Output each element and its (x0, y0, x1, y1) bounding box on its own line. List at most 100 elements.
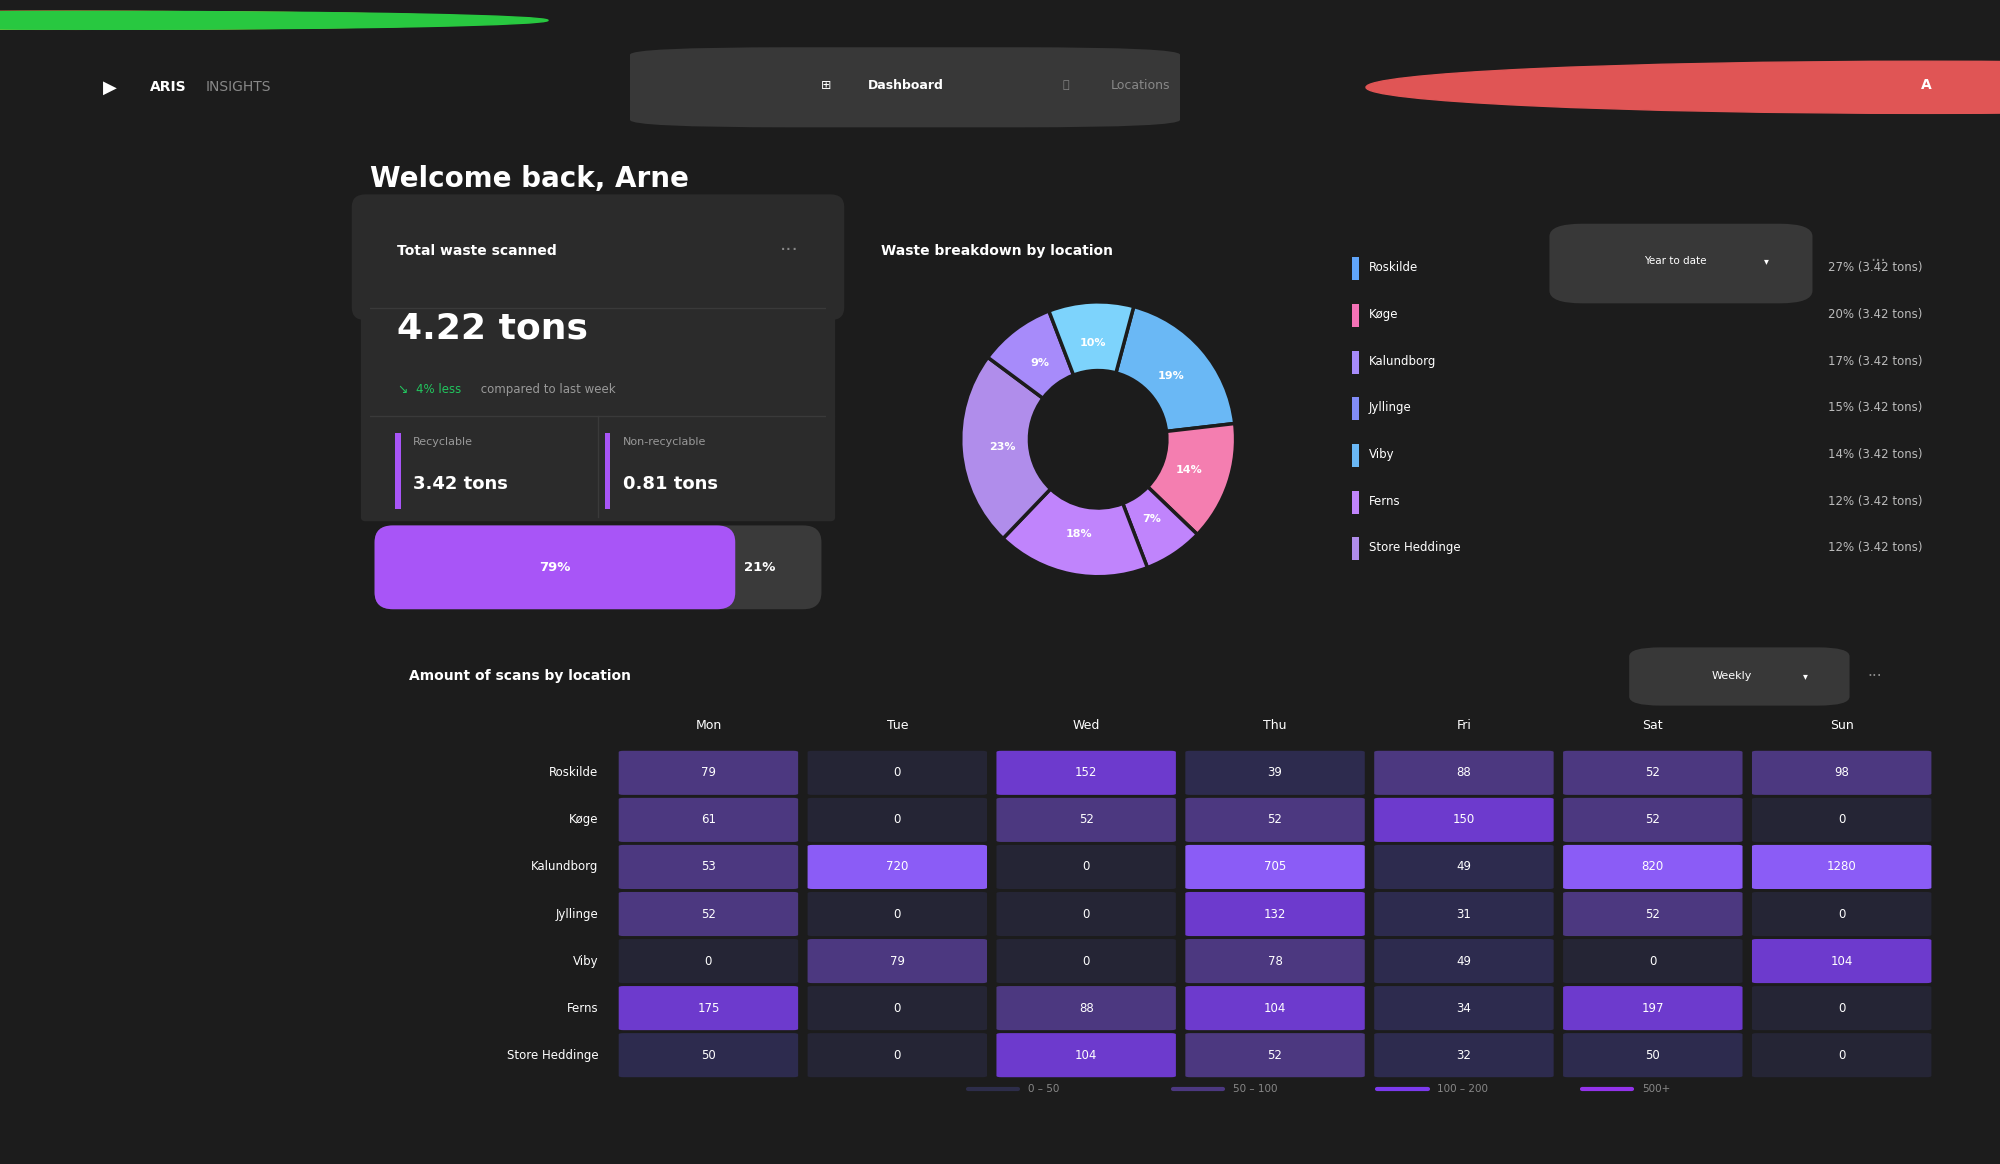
FancyBboxPatch shape (1374, 1034, 1554, 1077)
Text: 0: 0 (1082, 908, 1090, 921)
FancyBboxPatch shape (618, 845, 798, 889)
FancyBboxPatch shape (360, 304, 836, 420)
Text: INSIGHTS: INSIGHTS (206, 80, 272, 94)
FancyBboxPatch shape (630, 48, 1180, 127)
Text: 88: 88 (1456, 766, 1472, 780)
Text: ▾: ▾ (1804, 672, 1808, 681)
Text: 720: 720 (886, 860, 908, 873)
Text: A: A (1920, 78, 1932, 92)
Text: 34: 34 (1456, 1001, 1472, 1015)
Text: 132: 132 (1264, 908, 1286, 921)
Text: 104: 104 (1264, 1001, 1286, 1015)
Text: 0 – 50: 0 – 50 (1028, 1084, 1060, 1094)
FancyBboxPatch shape (618, 939, 798, 984)
Text: 0: 0 (894, 1049, 900, 1062)
Text: 152: 152 (1074, 766, 1098, 780)
Text: 53: 53 (702, 860, 716, 873)
Text: 4% less: 4% less (416, 383, 460, 396)
Text: 705: 705 (1264, 860, 1286, 873)
Text: Jyllinge: Jyllinge (1368, 402, 1412, 414)
FancyBboxPatch shape (996, 845, 1176, 889)
Text: ···: ··· (1870, 253, 1886, 270)
Text: 78: 78 (1268, 954, 1282, 967)
Wedge shape (1122, 487, 1198, 568)
Text: 150: 150 (1452, 814, 1476, 826)
Text: Non-recyclable: Non-recyclable (624, 436, 706, 447)
Text: Store Heddinge: Store Heddinge (1368, 541, 1460, 554)
FancyBboxPatch shape (618, 1034, 798, 1077)
Text: 23%: 23% (990, 442, 1016, 453)
Wedge shape (988, 311, 1074, 398)
Text: 197: 197 (1642, 1001, 1664, 1015)
FancyBboxPatch shape (996, 751, 1176, 795)
Text: Jyllinge: Jyllinge (556, 908, 598, 921)
Text: 4.22 tons: 4.22 tons (398, 312, 588, 346)
Text: 52: 52 (1078, 814, 1094, 826)
FancyBboxPatch shape (618, 892, 798, 936)
Text: 50 – 100: 50 – 100 (1232, 1084, 1278, 1094)
Wedge shape (960, 357, 1050, 539)
Text: 52: 52 (1646, 908, 1660, 921)
Wedge shape (1148, 424, 1236, 534)
Text: 52: 52 (1268, 814, 1282, 826)
Text: 27% (3.42 tons): 27% (3.42 tons) (1828, 261, 1922, 275)
FancyBboxPatch shape (996, 797, 1176, 842)
FancyBboxPatch shape (618, 797, 798, 842)
Text: 3.42 tons: 3.42 tons (414, 475, 508, 492)
Text: 50: 50 (1646, 1049, 1660, 1062)
Text: 79: 79 (700, 766, 716, 780)
Bar (1352, 350, 1358, 374)
Circle shape (1366, 62, 2000, 113)
Text: Thu: Thu (1264, 719, 1286, 732)
Text: 0.81 tons: 0.81 tons (624, 475, 718, 492)
Text: Locations: Locations (1110, 79, 1170, 92)
Text: 31: 31 (1456, 908, 1472, 921)
FancyBboxPatch shape (1752, 751, 1932, 795)
Bar (1352, 304, 1358, 327)
Text: Weekly: Weekly (1712, 672, 1752, 681)
Text: Tue: Tue (886, 719, 908, 732)
Text: Year to date: Year to date (1644, 256, 1706, 267)
Bar (1352, 443, 1358, 467)
FancyBboxPatch shape (808, 892, 988, 936)
Bar (604, 433, 610, 509)
Bar (396, 433, 400, 509)
FancyBboxPatch shape (1374, 939, 1554, 984)
Text: 7%: 7% (1142, 514, 1160, 525)
FancyBboxPatch shape (1564, 845, 1742, 889)
FancyBboxPatch shape (1186, 751, 1364, 795)
FancyBboxPatch shape (996, 939, 1176, 984)
Wedge shape (1004, 489, 1148, 576)
Text: 88: 88 (1078, 1001, 1094, 1015)
Text: 0: 0 (1838, 814, 1846, 826)
Circle shape (0, 12, 516, 29)
Bar (1352, 397, 1358, 420)
FancyBboxPatch shape (374, 525, 736, 609)
Text: 19%: 19% (1158, 371, 1184, 382)
Text: Kalundborg: Kalundborg (1368, 355, 1436, 368)
Text: Store Heddinge: Store Heddinge (506, 1049, 598, 1062)
Text: 52: 52 (1268, 1049, 1282, 1062)
Text: 0: 0 (894, 1001, 900, 1015)
Text: 20% (3.42 tons): 20% (3.42 tons) (1828, 308, 1922, 321)
Text: 175: 175 (698, 1001, 720, 1015)
Text: Sun: Sun (1830, 719, 1854, 732)
Text: compared to last week: compared to last week (478, 383, 616, 396)
FancyBboxPatch shape (360, 412, 836, 521)
FancyBboxPatch shape (1752, 939, 1932, 984)
Bar (1352, 538, 1358, 560)
FancyBboxPatch shape (1374, 797, 1554, 842)
Text: Mon: Mon (696, 719, 722, 732)
Text: 52: 52 (1646, 766, 1660, 780)
Text: 9%: 9% (1030, 357, 1050, 368)
Text: Viby: Viby (1368, 448, 1394, 461)
FancyBboxPatch shape (374, 525, 822, 609)
Text: Roskilde: Roskilde (548, 766, 598, 780)
Text: 0: 0 (1838, 1049, 1846, 1062)
Text: 18%: 18% (1066, 528, 1092, 539)
Text: Waste breakdown by location: Waste breakdown by location (880, 244, 1112, 258)
FancyBboxPatch shape (808, 986, 988, 1030)
Text: 0: 0 (1082, 954, 1090, 967)
FancyBboxPatch shape (808, 845, 988, 889)
Text: 12% (3.42 tons): 12% (3.42 tons) (1828, 541, 1922, 554)
